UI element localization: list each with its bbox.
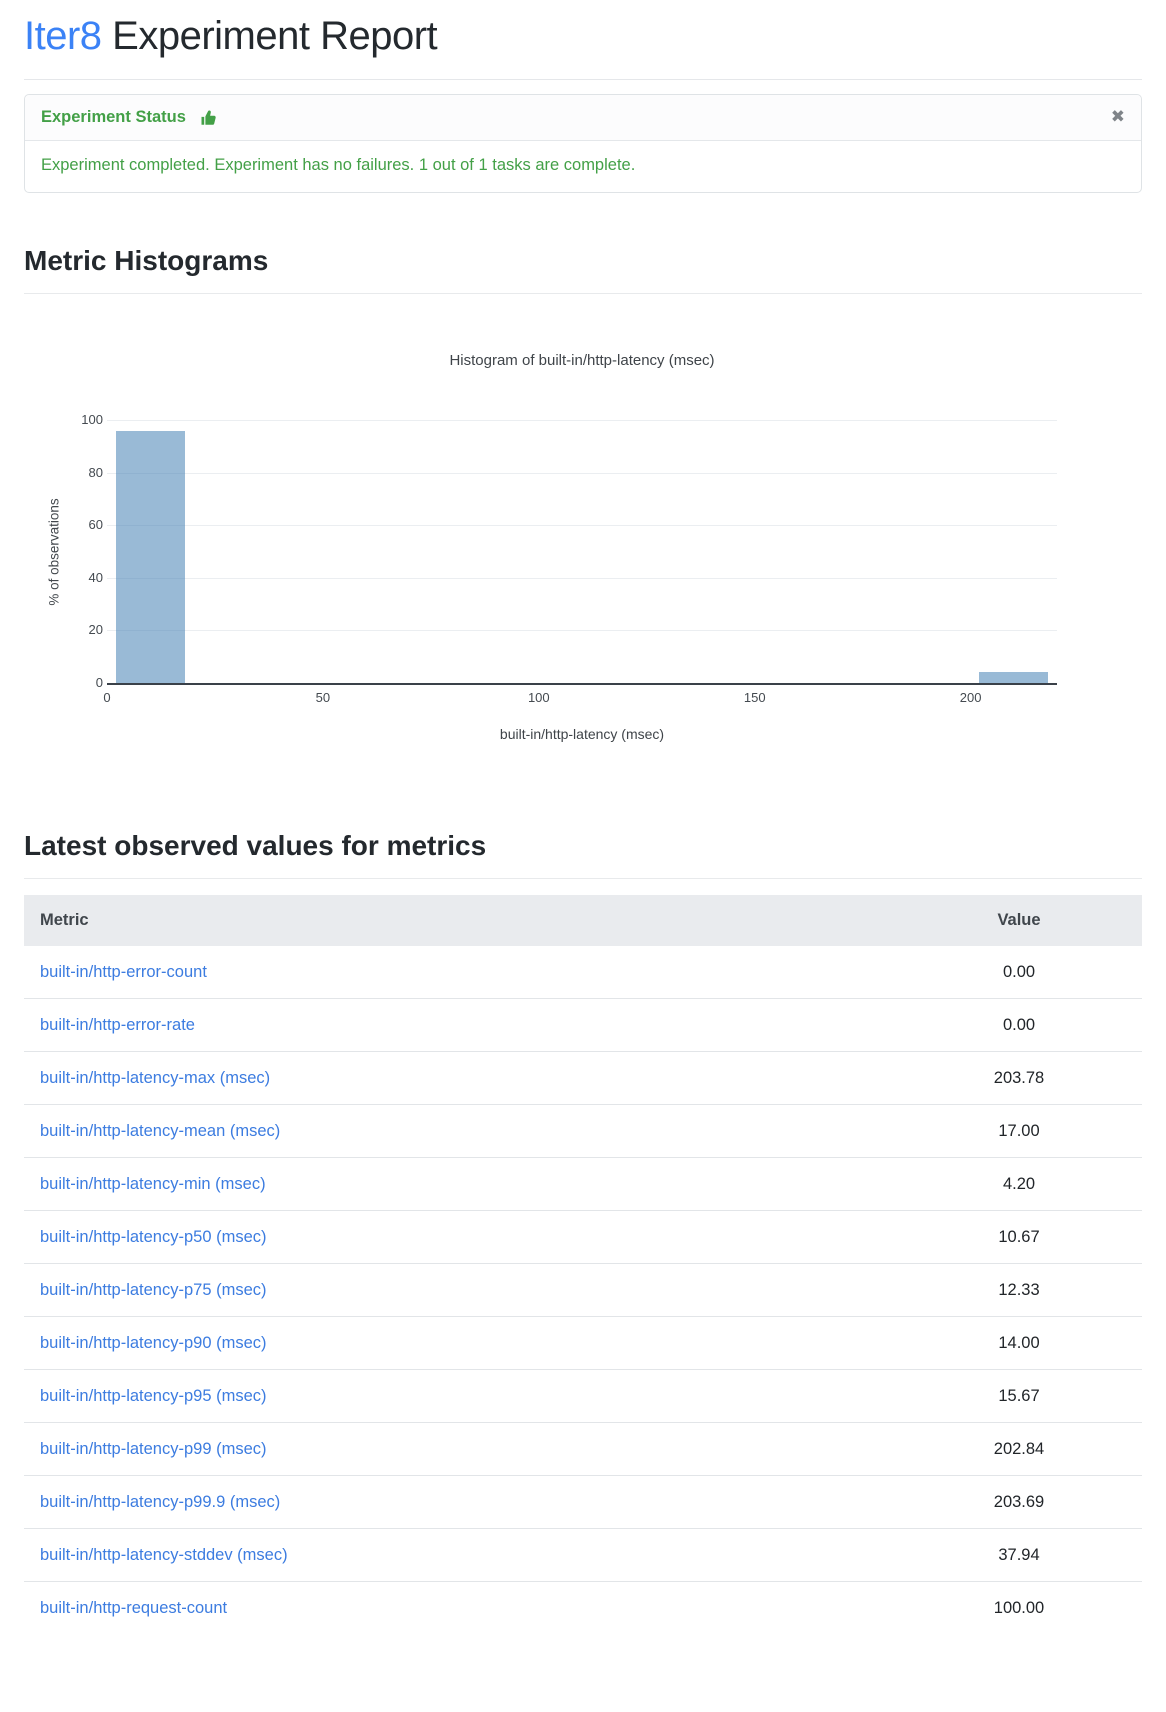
- x-tick-label: 100: [527, 690, 550, 705]
- metric-link[interactable]: built-in/http-error-count: [40, 962, 207, 981]
- metric-cell: built-in/http-latency-p99.9 (msec): [24, 1475, 896, 1529]
- metrics-table-body: built-in/http-error-count 0.00 built-in/ht…: [24, 946, 1142, 1634]
- status-card-header: Experiment Status ✖: [25, 95, 1141, 141]
- thumbs-up-icon: [200, 109, 218, 127]
- metrics-table: Metric Value built-in/http-error-count 0.…: [24, 895, 1142, 1634]
- metric-value: 37.94: [896, 1528, 1142, 1582]
- chart-title: Histogram of built-in/http-latency (msec…: [449, 352, 715, 369]
- metric-link[interactable]: built-in/http-latency-p95 (msec): [40, 1386, 267, 1405]
- metric-cell: built-in/http-latency-min (msec): [24, 1157, 896, 1211]
- table-row: built-in/http-latency-p75 (msec) 12.33: [24, 1263, 1142, 1317]
- metric-link[interactable]: built-in/http-error-rate: [40, 1015, 195, 1034]
- y-tick-label: 40: [88, 569, 103, 585]
- x-axis-line: [107, 683, 1057, 685]
- status-card-title: Experiment Status: [41, 108, 186, 126]
- y-axis-title: % of observations: [46, 498, 62, 606]
- table-row: built-in/http-latency-mean (msec) 17.00: [24, 1104, 1142, 1158]
- metric-value: 202.84: [896, 1422, 1142, 1476]
- metric-column-header: Metric: [24, 895, 896, 946]
- metric-link[interactable]: built-in/http-latency-p90 (msec): [40, 1333, 267, 1352]
- x-tick-label: 50: [315, 690, 331, 705]
- y-gridline: [107, 420, 1057, 421]
- table-row: built-in/http-latency-p95 (msec) 15.67: [24, 1369, 1142, 1423]
- histogram-chart: Histogram of built-in/http-latency (msec…: [24, 308, 1142, 778]
- page-content: Iter8 Experiment Report Experiment Statu…: [24, 0, 1142, 1634]
- y-tick-label: 20: [88, 622, 103, 638]
- page-title-rest: Experiment Report: [101, 14, 438, 58]
- x-tick-label: 0: [103, 690, 111, 705]
- page-header: Iter8 Experiment Report: [24, 0, 1142, 80]
- histogram-bar: [979, 672, 1049, 683]
- metric-value: 15.67: [896, 1369, 1142, 1423]
- metric-value: 0.00: [896, 998, 1142, 1052]
- metric-link[interactable]: built-in/http-request-count: [40, 1598, 228, 1617]
- close-status-button[interactable]: ✖: [1110, 107, 1125, 127]
- histogram-bar: [115, 430, 185, 683]
- metric-cell: built-in/http-error-count: [24, 946, 896, 999]
- metric-value: 14.00: [896, 1316, 1142, 1370]
- metric-cell: built-in/http-latency-p50 (msec): [24, 1210, 896, 1264]
- metric-value: 4.20: [896, 1157, 1142, 1211]
- metric-value: 17.00: [896, 1104, 1142, 1158]
- metric-cell: built-in/http-latency-max (msec): [24, 1051, 896, 1105]
- metric-link[interactable]: built-in/http-latency-stddev (msec): [40, 1545, 288, 1564]
- metric-histograms-heading: Metric Histograms: [24, 245, 1142, 294]
- metric-cell: built-in/http-latency-stddev (msec): [24, 1528, 896, 1582]
- table-row: built-in/http-request-count 100.00: [24, 1582, 1142, 1635]
- status-message: Experiment completed. Experiment has no …: [41, 156, 636, 174]
- experiment-status-card: Experiment Status ✖ Experiment completed…: [24, 94, 1142, 193]
- metric-cell: built-in/http-latency-p95 (msec): [24, 1369, 896, 1423]
- y-tick-label: 100: [81, 412, 103, 427]
- y-gridline: [107, 630, 1057, 632]
- x-tick-label: 150: [743, 690, 766, 705]
- metric-cell: built-in/http-latency-p99 (msec): [24, 1422, 896, 1476]
- page-title: Iter8 Experiment Report: [24, 14, 1142, 59]
- metric-cell: built-in/http-latency-p75 (msec): [24, 1263, 896, 1317]
- x-axis-title: built-in/http-latency (msec): [499, 726, 665, 742]
- metric-value: 203.69: [896, 1475, 1142, 1529]
- metric-value: 203.78: [896, 1051, 1142, 1105]
- table-row: built-in/http-latency-p90 (msec) 14.00: [24, 1316, 1142, 1370]
- y-tick-label: 60: [88, 517, 103, 533]
- brand-name: Iter8: [24, 14, 102, 58]
- metrics-table-header-row: Metric Value: [24, 895, 1142, 946]
- table-row: built-in/http-error-rate 0.00: [24, 998, 1142, 1052]
- status-card-body: Experiment completed. Experiment has no …: [25, 141, 1141, 192]
- metric-cell: built-in/http-latency-p90 (msec): [24, 1316, 896, 1370]
- y-tick-label: 80: [88, 464, 103, 480]
- metric-cell: built-in/http-error-rate: [24, 998, 896, 1052]
- table-row: built-in/http-error-count 0.00: [24, 946, 1142, 999]
- metric-value: 10.67: [896, 1210, 1142, 1264]
- metric-cell: built-in/http-latency-mean (msec): [24, 1104, 896, 1158]
- table-row: built-in/http-latency-p99.9 (msec) 203.69: [24, 1475, 1142, 1529]
- metric-link[interactable]: built-in/http-latency-max (msec): [40, 1068, 271, 1087]
- table-row: built-in/http-latency-p99 (msec) 202.84: [24, 1422, 1142, 1476]
- table-row: built-in/http-latency-p50 (msec) 10.67: [24, 1210, 1142, 1264]
- metric-link[interactable]: built-in/http-latency-p50 (msec): [40, 1227, 267, 1246]
- x-tick-label: 200: [959, 690, 982, 705]
- metric-link[interactable]: built-in/http-latency-p75 (msec): [40, 1280, 267, 1299]
- y-tick-label: 0: [95, 675, 103, 690]
- metric-value: 12.33: [896, 1263, 1142, 1317]
- metrics-table-head: Metric Value: [24, 895, 1142, 946]
- metric-value: 0.00: [896, 946, 1142, 999]
- table-row: built-in/http-latency-min (msec) 4.20: [24, 1157, 1142, 1211]
- metric-link[interactable]: built-in/http-latency-min (msec): [40, 1174, 266, 1193]
- metric-cell: built-in/http-request-count: [24, 1582, 896, 1635]
- table-row: built-in/http-latency-stddev (msec) 37.94: [24, 1528, 1142, 1582]
- table-row: built-in/http-latency-max (msec) 203.78: [24, 1051, 1142, 1105]
- value-column-header: Value: [896, 895, 1142, 946]
- metric-link[interactable]: built-in/http-latency-p99 (msec): [40, 1439, 267, 1458]
- y-gridline: [107, 472, 1057, 474]
- metric-link[interactable]: built-in/http-latency-p99.9 (msec): [40, 1492, 281, 1511]
- y-gridline: [107, 525, 1057, 527]
- y-gridline: [107, 577, 1057, 579]
- latest-values-heading: Latest observed values for metrics: [24, 830, 1142, 879]
- metric-link[interactable]: built-in/http-latency-mean (msec): [40, 1121, 281, 1140]
- metric-value: 100.00: [993, 1598, 1045, 1617]
